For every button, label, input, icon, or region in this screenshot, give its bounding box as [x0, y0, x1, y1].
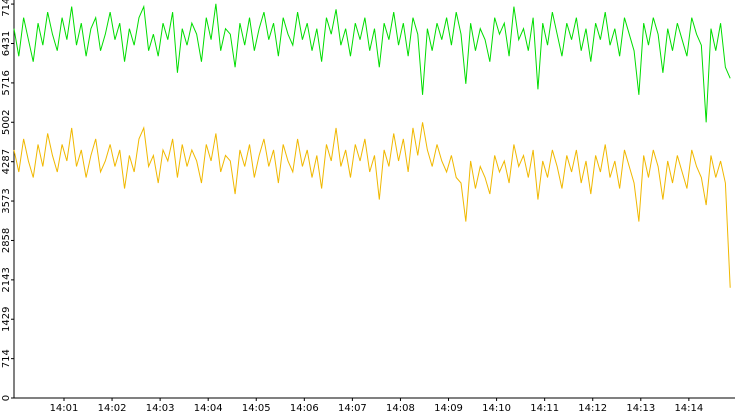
x-tick-label: 14:13 [626, 403, 655, 414]
x-tick-label: 14:07 [338, 403, 367, 414]
y-tick-label: 5716 [1, 70, 12, 95]
x-tick-label: 14:14 [674, 403, 703, 414]
y-tick-label: 5002 [1, 110, 12, 135]
x-tick-label: 14:04 [194, 403, 223, 414]
y-tick-label: 2143 [1, 267, 12, 292]
x-tick-label: 14:05 [242, 403, 271, 414]
x-axis-band [0, 398, 735, 415]
y-tick-label: 2858 [1, 228, 12, 253]
series-line [13, 122, 731, 288]
y-tick-label: 714 [1, 349, 12, 368]
series-line [13, 3, 731, 123]
y-tick-label: 0 [1, 395, 12, 401]
x-tick-label: 14:01 [50, 403, 79, 414]
y-tick-label: 4287 [1, 149, 12, 174]
x-tick-label: 14:06 [290, 403, 319, 414]
y-tick-label: 3573 [1, 188, 12, 213]
x-tick-label: 14:09 [434, 403, 463, 414]
x-tick-label: 14:08 [386, 403, 415, 414]
y-tick-label: 1429 [1, 307, 12, 332]
x-tick-label: 14:02 [98, 403, 127, 414]
x-tick-label: 14:10 [482, 403, 511, 414]
y-tick-label: 7146 [1, 0, 12, 17]
x-tick-label: 14:03 [146, 403, 175, 414]
x-tick-label: 14:11 [530, 403, 559, 414]
x-tick-label: 14:12 [578, 403, 607, 414]
y-tick-label: 6431 [1, 31, 12, 56]
